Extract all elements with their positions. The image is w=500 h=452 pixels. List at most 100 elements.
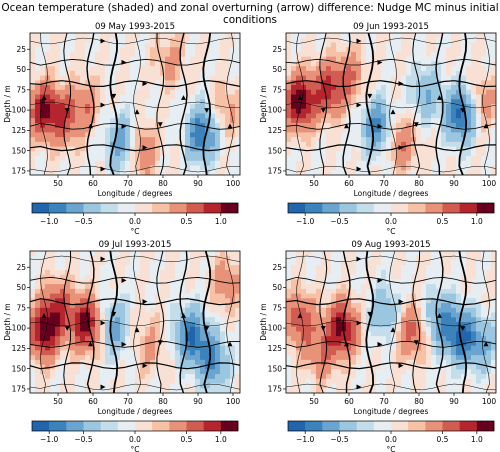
heatmap-cell: [331, 255, 337, 261]
heatmap-cell: [95, 265, 101, 271]
heatmap-cell: [401, 331, 407, 337]
heatmap-cell: [70, 132, 76, 138]
heatmap-cell: [396, 293, 402, 299]
heatmap-cell: [30, 51, 36, 58]
heatmap-cell: [180, 317, 186, 323]
heatmap-cell: [130, 331, 136, 337]
heatmap-cell: [105, 326, 111, 332]
heatmap-cell: [311, 141, 317, 147]
heatmap-cell: [416, 336, 422, 342]
heatmap-cell: [316, 288, 322, 294]
heatmap-cell: [381, 388, 387, 393]
heatmap-cell: [321, 132, 327, 138]
heatmap-cell: [105, 56, 111, 62]
heatmap-cell: [220, 37, 226, 43]
heatmap-cell: [190, 350, 196, 356]
heatmap-cell: [90, 70, 96, 76]
heatmap-cell: [100, 269, 106, 276]
heatmap-cell: [235, 47, 240, 53]
heatmap-cell: [235, 312, 240, 318]
colorbar-segment: [117, 203, 136, 213]
heatmap-cell: [235, 288, 240, 294]
heatmap-cell: [491, 75, 496, 81]
heatmap-cell: [195, 104, 201, 110]
heatmap-cell: [286, 326, 292, 332]
heatmap-cell: [140, 118, 146, 124]
heatmap-cell: [65, 312, 71, 318]
heatmap-cell: [461, 75, 467, 81]
heatmap-cell: [456, 75, 462, 81]
heatmap-cell: [331, 303, 337, 309]
heatmap-cell: [311, 137, 317, 143]
heatmap-cell: [436, 170, 442, 175]
heatmap-cell: [215, 99, 221, 105]
heatmap-cell: [120, 322, 126, 328]
heatmap-cell: [30, 369, 36, 375]
heatmap-cell: [195, 89, 201, 95]
heatmap-cell: [416, 42, 422, 48]
arrow-head: [356, 102, 362, 108]
heatmap-cell: [35, 141, 41, 147]
heatmap-cell: [85, 104, 91, 110]
heatmap-cell: [371, 141, 377, 147]
heatmap-cell: [301, 350, 307, 356]
heatmap-cell: [351, 146, 357, 152]
heatmap-cell: [195, 113, 201, 119]
heatmap-cell: [356, 355, 362, 361]
heatmap-cell: [391, 33, 397, 39]
heatmap-cell: [60, 51, 66, 58]
heatmap-cell: [391, 37, 397, 43]
heatmap-cell: [150, 127, 156, 133]
heatmap-cell: [235, 303, 240, 309]
heatmap-cell: [296, 359, 302, 365]
heatmap-cell: [431, 383, 437, 389]
heatmap-cell: [145, 61, 151, 67]
heatmap-cell: [30, 118, 36, 124]
heatmap-cell: [306, 47, 312, 53]
heatmap-cell: [90, 269, 96, 276]
heatmap-cell: [421, 170, 427, 175]
heatmap-cell: [341, 265, 347, 271]
heatmap-cell: [185, 326, 191, 332]
heatmap-cell: [406, 56, 412, 62]
heatmap-cell: [426, 388, 432, 393]
heatmap-cell: [150, 345, 156, 351]
heatmap-cell: [321, 137, 327, 143]
heatmap-cell: [331, 359, 337, 365]
heatmap-cell: [386, 146, 392, 152]
heatmap-cell: [386, 70, 392, 76]
colorbar-tick-label: −0.5: [330, 217, 348, 226]
heatmap-cell: [326, 132, 332, 138]
heatmap-cell: [235, 383, 240, 389]
heatmap-cell: [130, 317, 136, 323]
heatmap-cell: [135, 33, 141, 39]
heatmap-cell: [155, 326, 161, 332]
colorbar-segment: [220, 421, 239, 431]
heatmap-cell: [220, 137, 226, 143]
heatmap-cell: [170, 345, 176, 351]
heatmap-cell: [386, 331, 392, 337]
heatmap-cell: [180, 170, 186, 175]
heatmap-cell: [215, 355, 221, 361]
heatmap-cell: [30, 156, 36, 162]
heatmap-cell: [40, 322, 46, 328]
heatmap-cell: [326, 94, 332, 100]
heatmap-cell: [175, 122, 181, 129]
heatmap-cell: [296, 284, 302, 290]
x-tick-label: 80: [414, 179, 424, 188]
heatmap-cell: [301, 141, 307, 147]
heatmap-cell: [341, 378, 347, 384]
heatmap-cell: [145, 137, 151, 143]
heatmap-cell: [60, 383, 66, 389]
heatmap-cell: [65, 284, 71, 290]
heatmap-cell: [70, 160, 76, 166]
heatmap-cell: [235, 137, 240, 143]
heatmap-cell: [125, 260, 131, 266]
colorbar-segment: [100, 421, 119, 431]
heatmap-cell: [80, 251, 86, 257]
heatmap-cell: [286, 165, 292, 171]
heatmap-cell: [200, 61, 206, 67]
heatmap-cell: [396, 260, 402, 266]
heatmap-cell: [381, 336, 387, 342]
heatmap-cell: [125, 369, 131, 375]
